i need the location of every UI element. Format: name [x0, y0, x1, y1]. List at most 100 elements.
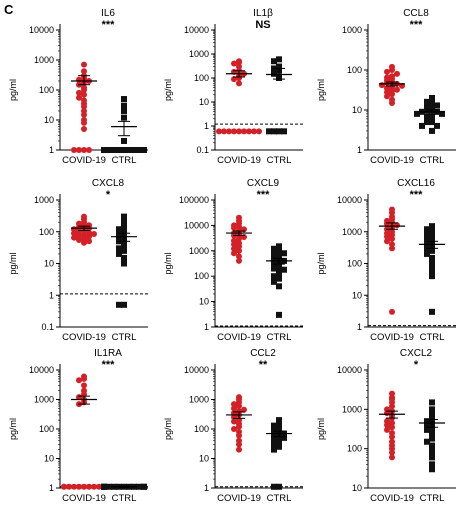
y-tick-label: 1000 — [34, 395, 54, 405]
data-point — [236, 441, 242, 448]
data-point — [424, 418, 430, 425]
data-point — [389, 91, 395, 98]
data-point — [429, 235, 435, 242]
data-point — [429, 430, 435, 437]
y-tick-label: 10 — [199, 97, 209, 107]
data-point — [429, 99, 435, 106]
data-point — [424, 101, 430, 108]
data-point — [429, 263, 435, 270]
data-point — [276, 436, 282, 443]
data-point — [81, 483, 87, 490]
y-axis-label: pg/ml — [316, 79, 326, 101]
data-point — [136, 483, 142, 490]
data-point — [76, 89, 82, 96]
data-point — [116, 250, 122, 257]
data-point — [429, 308, 435, 315]
data-point — [429, 406, 435, 413]
x-tick-label: CTRL — [420, 493, 445, 504]
data-point — [394, 70, 400, 77]
data-point — [271, 441, 277, 448]
data-point — [276, 427, 282, 434]
x-tick-label: COVID-19 — [217, 332, 261, 343]
x-tick-label: COVID-19 — [370, 332, 414, 343]
chart-title: CCL2 — [250, 348, 276, 359]
data-point — [276, 243, 282, 250]
data-point — [116, 245, 122, 252]
data-point — [266, 128, 272, 135]
y-tick-label: 100 — [194, 73, 209, 83]
data-point — [231, 245, 237, 252]
x-tick-label: COVID-19 — [217, 493, 261, 504]
y-axis-label: pg/ml — [316, 418, 326, 440]
data-point — [231, 401, 237, 408]
data-point — [116, 226, 122, 233]
y-tick-label: 10000 — [29, 365, 54, 375]
significance-label: * — [414, 359, 419, 371]
data-point — [231, 60, 237, 67]
data-point — [86, 233, 92, 240]
data-point — [236, 80, 242, 87]
chart-panel-il1ra: IL1RA*** 1 10 100 1000 10000 pg/ml COVID-19 CTRL — [8, 348, 148, 504]
chart-panel-cxcl9: CXCL9*** 1 10 100 1000 10000 100000 pg/ml COVID-… — [163, 178, 303, 343]
y-tick-label: 1000 — [34, 55, 54, 65]
data-point — [429, 449, 435, 456]
significance-label: *** — [102, 359, 116, 371]
data-point — [389, 99, 395, 106]
chart-panel-il6: IL6*** 1 10 100 1000 10000 pg/ml COVID-19 CTRL — [8, 8, 148, 166]
data-point — [76, 377, 82, 384]
data-point — [71, 483, 77, 490]
y-tick-label: 10000 — [29, 25, 54, 35]
x-tick-label: CTRL — [420, 332, 445, 343]
data-point — [271, 128, 277, 135]
y-tick-label: 100 — [347, 444, 362, 454]
data-point — [236, 423, 242, 430]
data-point — [384, 238, 390, 245]
chart-title: IL1β — [253, 8, 273, 19]
data-point — [429, 454, 435, 461]
data-point — [281, 128, 287, 135]
data-point — [379, 82, 385, 89]
chart-panel-cxcl2: CXCL2* 10 100 1000 10000 pg/ml COVID-19 CTRL — [316, 348, 456, 504]
x-tick-label: COVID-19 — [62, 155, 106, 166]
y-tick-label: 10 — [44, 454, 54, 464]
data-point — [276, 56, 282, 63]
data-point — [271, 278, 277, 285]
significance-label: * — [106, 189, 111, 201]
y-tick-label: 100 — [347, 259, 362, 269]
y-tick-label: 1 — [49, 290, 54, 300]
y-tick-label: 0.1 — [41, 322, 54, 332]
data-point — [276, 283, 282, 290]
data-point — [231, 405, 237, 412]
data-point — [429, 442, 435, 449]
data-point — [221, 128, 227, 135]
data-point — [271, 437, 277, 444]
y-tick-label: 1 — [49, 483, 54, 493]
data-point — [389, 424, 395, 431]
data-point — [116, 301, 122, 308]
data-point — [121, 247, 127, 254]
data-point — [384, 68, 390, 75]
y-tick-label: 1 — [357, 322, 362, 332]
data-point — [429, 228, 435, 235]
data-point — [424, 426, 430, 433]
chart-title: CCL8 — [403, 8, 429, 19]
significance-label: *** — [102, 19, 116, 31]
data-point — [429, 466, 435, 473]
data-point — [226, 128, 232, 135]
data-point — [121, 243, 127, 250]
data-point — [276, 439, 282, 446]
data-point — [271, 446, 277, 453]
data-point — [389, 454, 395, 461]
data-point — [231, 128, 237, 135]
y-tick-label: 10 — [44, 115, 54, 125]
data-point — [81, 382, 87, 389]
data-point — [236, 403, 242, 410]
data-point — [116, 147, 122, 153]
significance-label: *** — [410, 19, 424, 31]
data-point — [121, 213, 127, 220]
x-tick-label: COVID-19 — [62, 493, 106, 504]
data-point — [429, 445, 435, 452]
y-tick-label: 100 — [39, 227, 54, 237]
y-tick-label: 10000 — [184, 365, 209, 375]
